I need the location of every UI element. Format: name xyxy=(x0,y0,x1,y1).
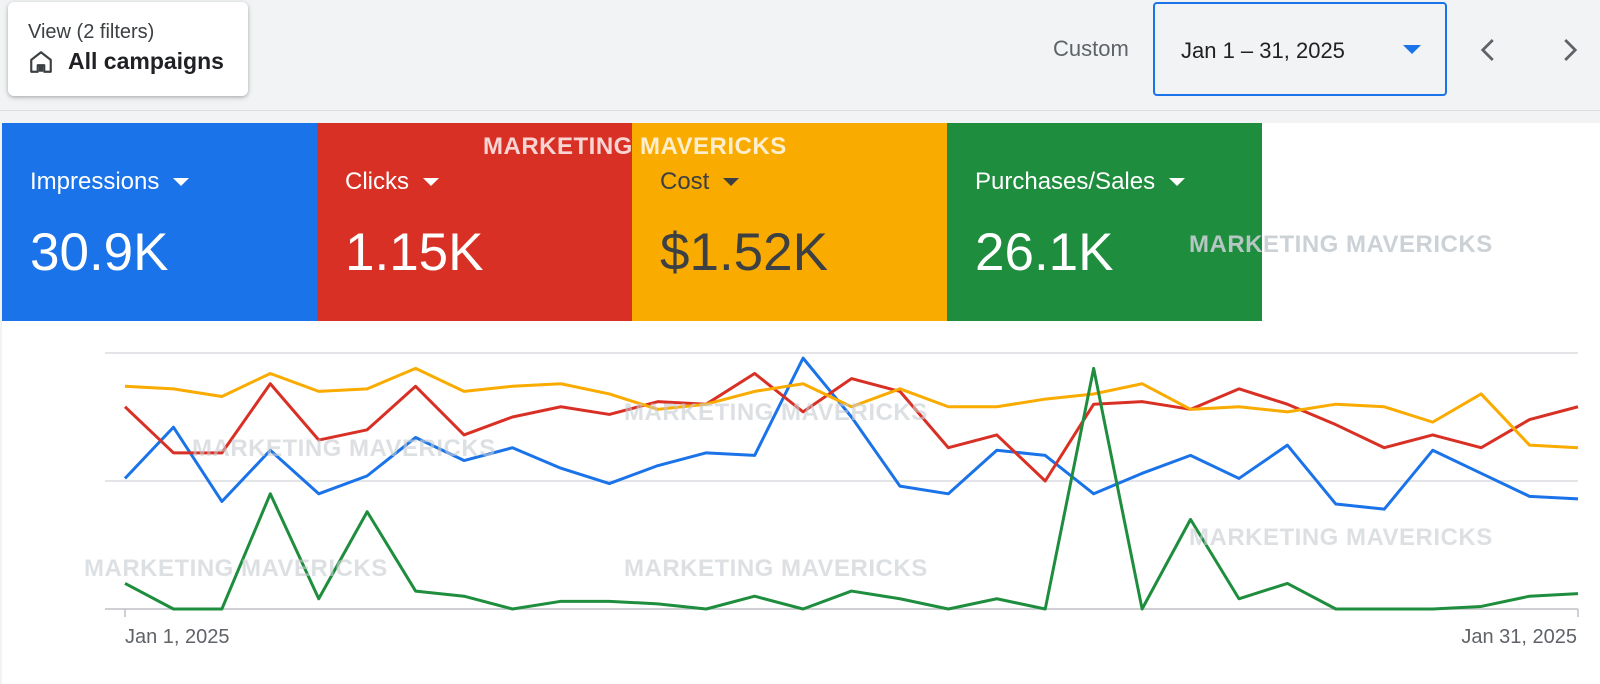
chevron-right-icon xyxy=(1564,39,1578,61)
x-axis-start-label: Jan 1, 2025 xyxy=(125,626,230,648)
metric-clicks[interactable]: Clicks 1.15K xyxy=(317,123,632,321)
metric-value: 26.1K xyxy=(975,223,1114,282)
caret-down-icon[interactable] xyxy=(1169,178,1186,186)
metric-value: 30.9K xyxy=(30,223,169,282)
view-selector[interactable]: View (2 filters) All campaigns xyxy=(8,2,248,96)
series-line-3 xyxy=(124,366,1579,450)
chevron-left-icon xyxy=(1480,39,1494,61)
caret-down-icon[interactable] xyxy=(723,178,740,186)
custom-range-label: Custom xyxy=(1053,36,1129,61)
caret-down-icon[interactable] xyxy=(423,178,439,186)
date-range-dropdown[interactable]: Jan 1 – 31, 2025 xyxy=(1153,2,1447,96)
caret-down-icon xyxy=(1403,45,1421,54)
next-period-button[interactable] xyxy=(1545,26,1593,74)
previous-period-button[interactable] xyxy=(1465,26,1513,74)
metric-label: Impressions xyxy=(30,168,160,195)
performance-chart: Jan 1, 2025 Jan 31, 2025 xyxy=(105,352,1579,648)
metric-label: Cost xyxy=(660,168,710,195)
chart-lines xyxy=(123,356,1579,611)
metric-value: $1.52K xyxy=(660,223,828,282)
home-icon xyxy=(28,49,54,75)
series-line-4 xyxy=(124,366,1579,611)
series-line-1 xyxy=(123,356,1579,511)
metric-impressions[interactable]: Impressions 30.9K xyxy=(2,123,317,321)
metric-cost[interactable]: Cost $1.52K xyxy=(632,123,947,321)
view-filters-label: View (2 filters) xyxy=(28,21,155,43)
metric-value: 1.15K xyxy=(345,223,484,282)
date-range-text: Jan 1 – 31, 2025 xyxy=(1181,38,1345,63)
view-title: All campaigns xyxy=(68,48,224,74)
chart-grid xyxy=(105,352,1579,617)
caret-down-icon[interactable] xyxy=(173,178,190,186)
metric-label: Purchases/Sales xyxy=(975,168,1156,195)
metric-label: Clicks xyxy=(345,168,409,195)
toolbar: View (2 filters) All campaigns Custom Ja… xyxy=(0,0,1600,111)
series-line-2 xyxy=(123,371,1579,483)
performance-panel: Impressions 30.9K Clicks 1.15K Cost $1.5… xyxy=(2,123,1600,684)
metric-purchases-sales[interactable]: Purchases/Sales 26.1K xyxy=(947,123,1262,321)
x-axis-end-label: Jan 31, 2025 xyxy=(1461,626,1577,648)
